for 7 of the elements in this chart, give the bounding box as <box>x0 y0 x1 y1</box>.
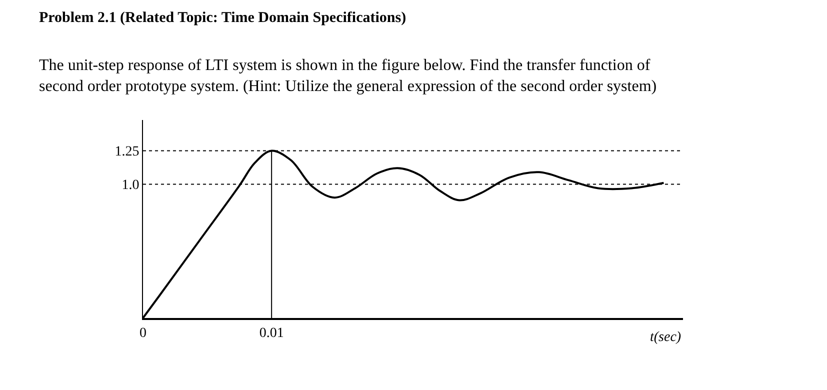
chart-title: Problem 2.1 (Related Topic: Time Domain Specifications) <box>39 10 406 26</box>
y-tick-label: 1.0 <box>122 178 140 194</box>
y-tick-label: 1.25 <box>114 144 140 160</box>
chart-subtitle: The unit-step response of LTI system is shown in the figure below. Find the transfer function of second order prototype system. (Hint: Utilize the general expression of the second order system) <box>39 57 657 95</box>
x-tick-label: 0.01 <box>259 326 284 341</box>
x-axis-title: t(sec) <box>650 330 682 345</box>
x-tick-label: 0 <box>140 326 146 341</box>
